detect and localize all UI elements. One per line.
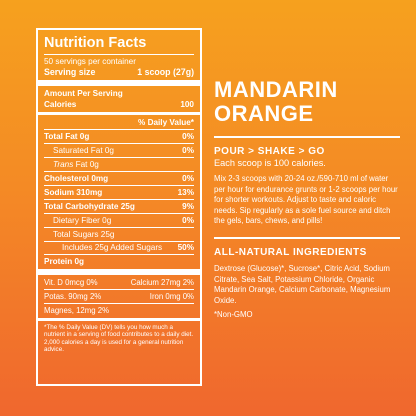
total-fat-dv: 0% xyxy=(182,132,194,141)
daily-value-header: % Daily Value* xyxy=(44,117,194,128)
calcium: Calcium 27mg 2% xyxy=(130,278,194,287)
added-sugars-row: Includes 25g Added Sugars 50% xyxy=(44,243,194,253)
directions-body: Mix 2-3 scoops with 20-24 oz./590-710 ml… xyxy=(214,174,398,226)
saturated-fat-row: Saturated Fat 0g 0% xyxy=(44,145,194,156)
medium-divider xyxy=(38,318,200,321)
total-carbohydrate-label: Total Carbohydrate 25g xyxy=(44,202,135,211)
section-divider xyxy=(214,236,400,239)
trans-fat-label: Trans Fat 0g xyxy=(53,159,99,170)
potassium: Potas. 90mg 2% xyxy=(44,292,102,301)
total-carbohydrate-row: Total Carbohydrate 25g 9% xyxy=(44,201,194,212)
ingredients-body: Dextrose (Glucose)*, Sucrose*, Citric Ac… xyxy=(214,263,391,305)
amount-per-serving-label: Amount Per Serving xyxy=(44,89,123,98)
divider xyxy=(44,157,194,158)
cholesterol-row: Cholesterol 0mg 0% xyxy=(44,173,194,184)
calories-per-scoop: Each scoop is 100 calories. xyxy=(214,158,326,168)
dietary-fiber-row: Dietary Fiber 0g 0% xyxy=(44,215,194,226)
calories-label: Calories xyxy=(44,100,77,109)
divider xyxy=(44,54,194,55)
cholesterol-dv: 0% xyxy=(182,174,194,183)
amount-per-serving: Amount Per Serving xyxy=(44,88,194,99)
serving-size-label: Serving size xyxy=(44,67,96,77)
vitamin-row-3: Magnes, 12mg 2% xyxy=(44,305,194,316)
product-info-column: MANDARIN ORANGE POUR > SHAKE > GO Each s… xyxy=(214,78,400,320)
divider xyxy=(44,143,194,144)
nutrition-facts-panel: Nutrition Facts 50 servings per containe… xyxy=(36,28,202,386)
divider xyxy=(44,199,194,200)
dietary-fiber-label: Dietary Fiber 0g xyxy=(53,216,112,225)
total-fat-label: Total Fat 0g xyxy=(44,132,90,141)
medium-divider xyxy=(38,112,200,115)
dietary-fiber-dv: 0% xyxy=(182,216,194,225)
servings-per-container: 50 servings per container xyxy=(44,56,194,67)
protein-row: Protein 0g xyxy=(44,256,194,267)
daily-value-header-text: % Daily Value* xyxy=(138,118,194,127)
divider xyxy=(44,289,194,290)
trans-fat-word: Trans xyxy=(53,160,74,169)
sodium-label: Sodium 310mg xyxy=(44,188,103,197)
total-fat-row: Total Fat 0g 0% xyxy=(44,131,194,142)
trans-fat-row: Trans Fat 0g xyxy=(44,159,194,170)
serving-size-row: Serving size 1 scoop (27g) xyxy=(44,67,194,78)
divider xyxy=(44,303,194,304)
product-title-line-2: ORANGE xyxy=(214,101,314,126)
nutrition-facts-title: Nutrition Facts xyxy=(44,35,147,51)
divider xyxy=(44,227,194,228)
thick-divider xyxy=(38,80,200,86)
cholesterol-label: Cholesterol 0mg xyxy=(44,174,109,183)
calories-row: Calories 100 xyxy=(44,99,194,110)
total-sugars-label: Total Sugars 25g xyxy=(53,230,115,239)
vitamin-d: Vit. D 0mcg 0% xyxy=(44,278,98,287)
protein-label: Protein 0g xyxy=(44,257,85,266)
divider xyxy=(44,213,194,214)
title-divider xyxy=(214,136,400,138)
iron: Iron 0mg 0% xyxy=(149,292,194,301)
thick-divider xyxy=(38,269,200,275)
total-sugars-row: Total Sugars 25g xyxy=(44,229,194,240)
added-sugars-dv: 50% xyxy=(177,243,194,252)
divider xyxy=(44,185,194,186)
servings-text: 50 servings per container xyxy=(44,57,136,66)
trans-fat-rest: Fat 0g xyxy=(73,160,99,169)
calories-value: 100 xyxy=(180,100,194,109)
sodium-dv: 13% xyxy=(177,188,194,197)
divider xyxy=(44,241,194,242)
sodium-row: Sodium 310mg 13% xyxy=(44,187,194,198)
divider xyxy=(44,129,194,130)
added-sugars-label: Includes 25g Added Sugars xyxy=(62,243,163,252)
total-carbohydrate-dv: 9% xyxy=(182,202,194,211)
daily-value-footnote: *The % Daily Value (DV) tells you how mu… xyxy=(44,324,194,354)
saturated-fat-label: Saturated Fat 0g xyxy=(53,146,114,155)
vitamin-row-1: Vit. D 0mcg 0% Calcium 27mg 2% xyxy=(44,277,194,288)
divider xyxy=(44,171,194,172)
product-title-line-1: MANDARIN xyxy=(214,77,338,102)
vitamin-row-2: Potas. 90mg 2% Iron 0mg 0% xyxy=(44,291,194,302)
magnesium: Magnes, 12mg 2% xyxy=(44,306,110,315)
serving-size-value: 1 scoop (27g) xyxy=(137,67,194,77)
ingredients-heading: ALL-NATURAL INGREDIENTS xyxy=(214,246,367,258)
divider xyxy=(44,254,194,255)
saturated-fat-dv: 0% xyxy=(182,146,194,155)
non-gmo-note: *Non-GMO xyxy=(214,310,253,320)
directions-heading: POUR > SHAKE > GO xyxy=(214,146,325,157)
